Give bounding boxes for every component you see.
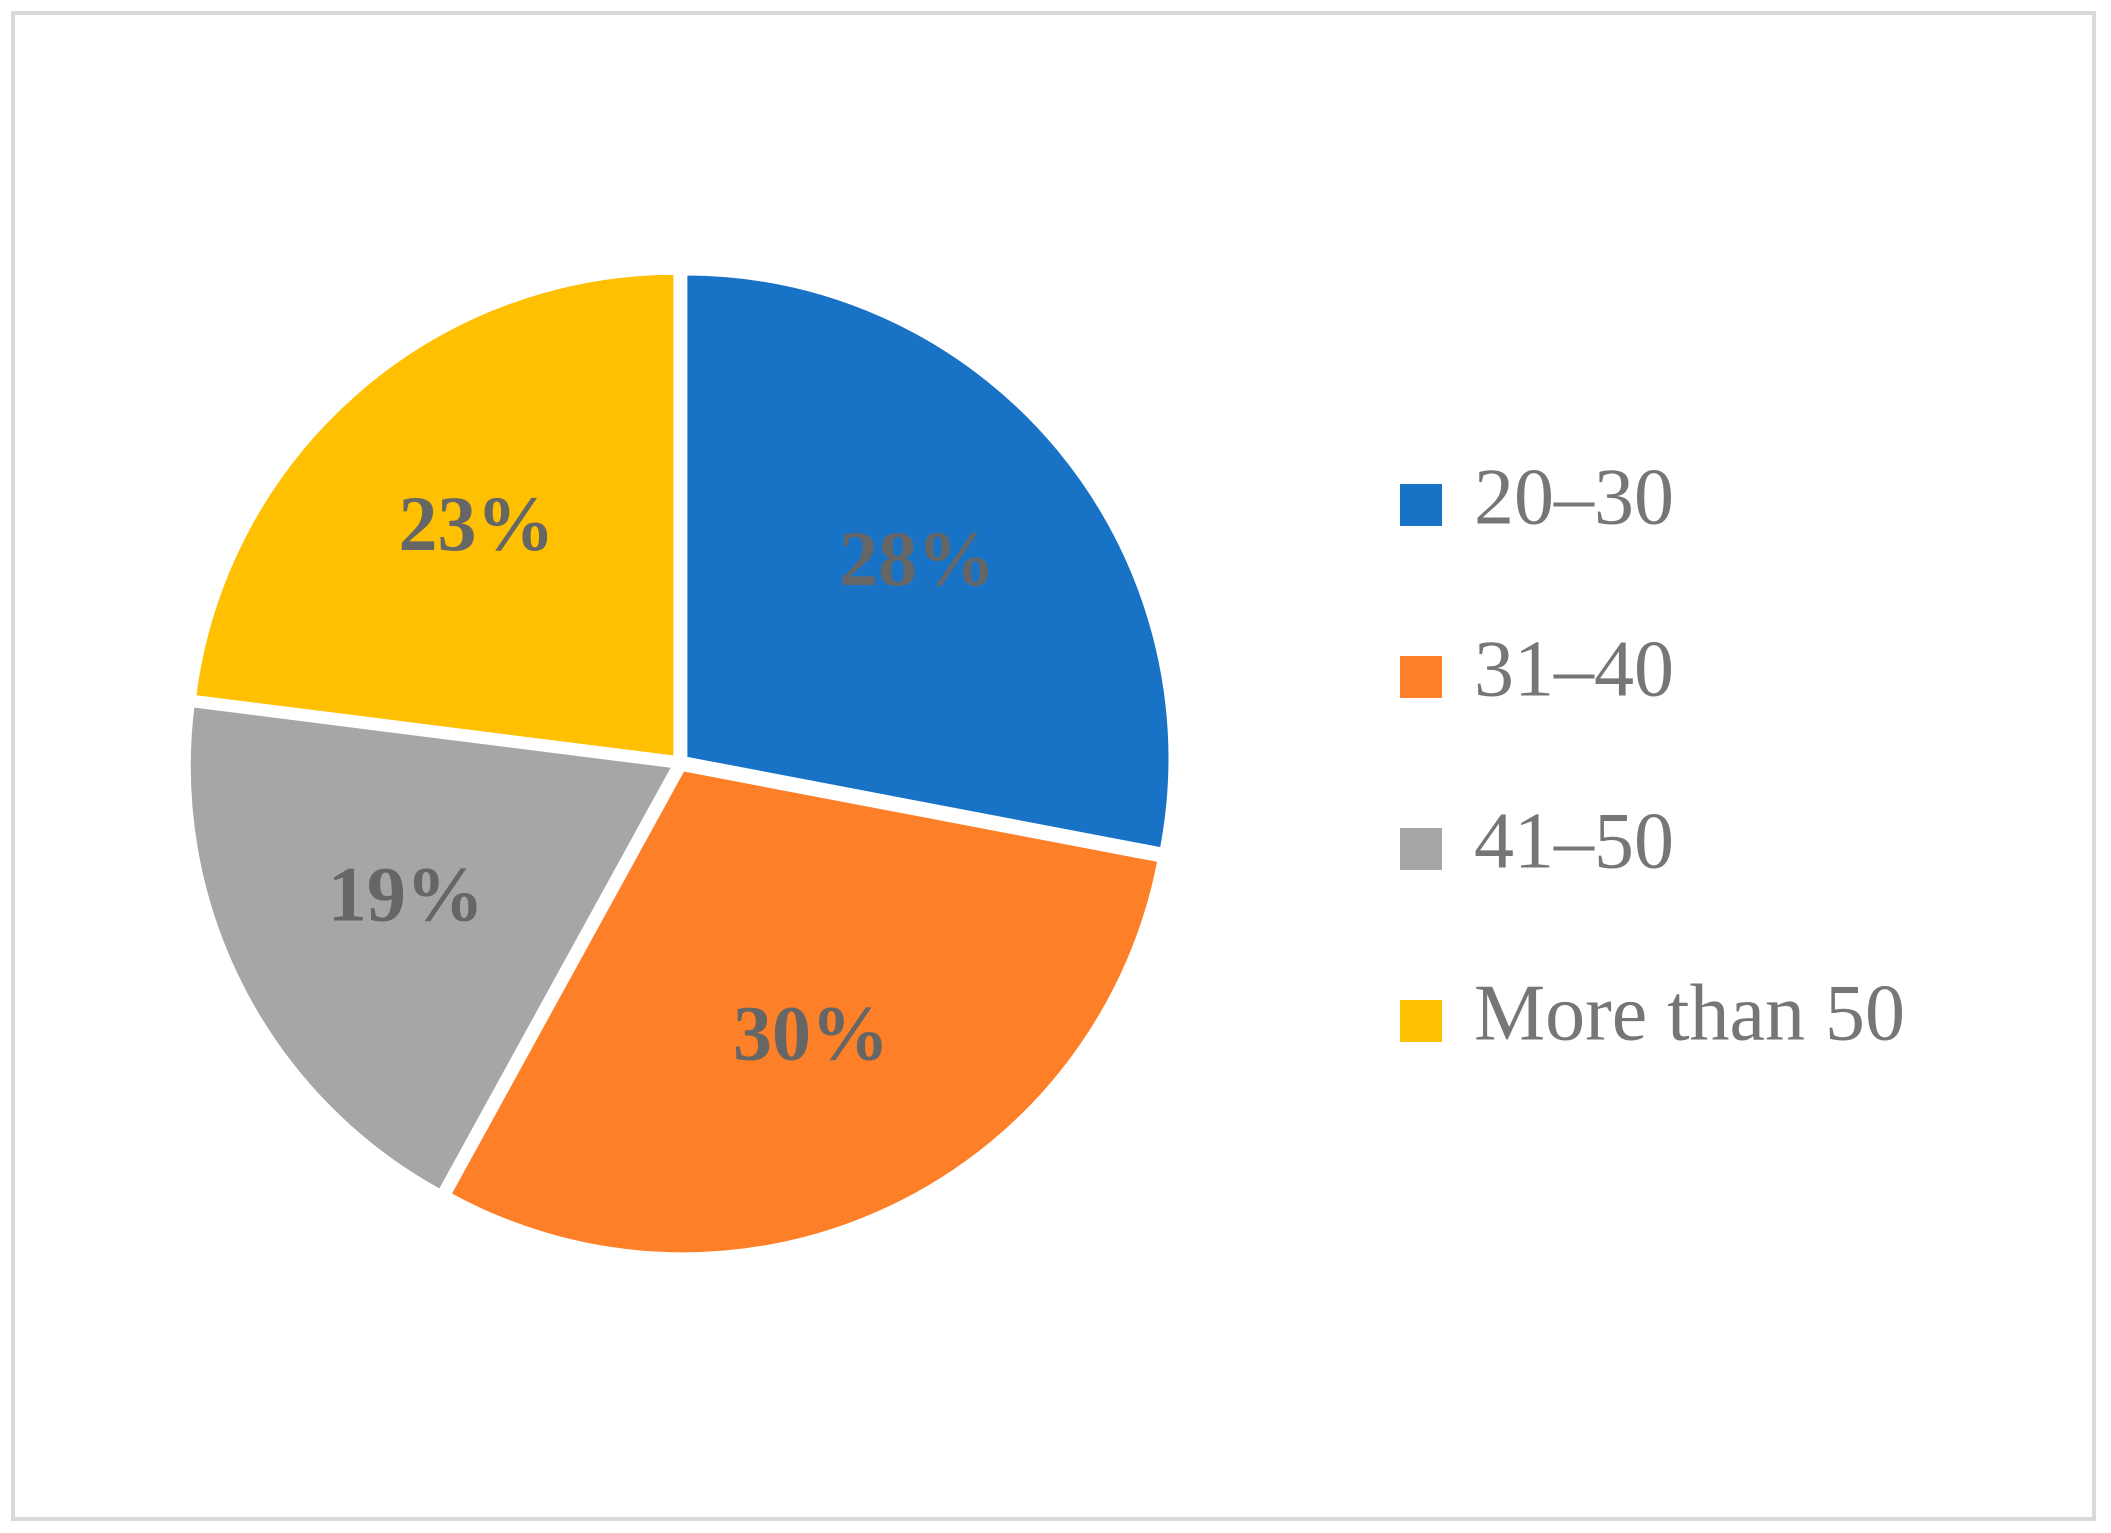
pie-slice <box>186 703 677 1194</box>
legend-swatch <box>1400 656 1442 698</box>
data-label: 23% <box>399 480 555 567</box>
pie-slice <box>683 271 1173 852</box>
pie-slice <box>446 767 1162 1257</box>
legend-swatch <box>1400 1000 1442 1042</box>
legend: 20–30 31–40 41–50 More than 50 <box>1400 453 1905 1057</box>
legend-label: 20–30 <box>1474 453 1674 541</box>
data-label: 30% <box>733 989 889 1076</box>
data-label: 28% <box>839 515 995 602</box>
pie: 28% 30% 19% 23% <box>186 270 1173 1257</box>
legend-label: 41–50 <box>1474 797 1674 885</box>
legend-label: 31–40 <box>1474 625 1674 713</box>
legend-swatch <box>1400 484 1442 526</box>
legend-swatch <box>1400 828 1442 870</box>
legend-label: More than 50 <box>1474 969 1905 1057</box>
data-label: 19% <box>328 851 484 938</box>
pie-slice <box>191 270 678 761</box>
